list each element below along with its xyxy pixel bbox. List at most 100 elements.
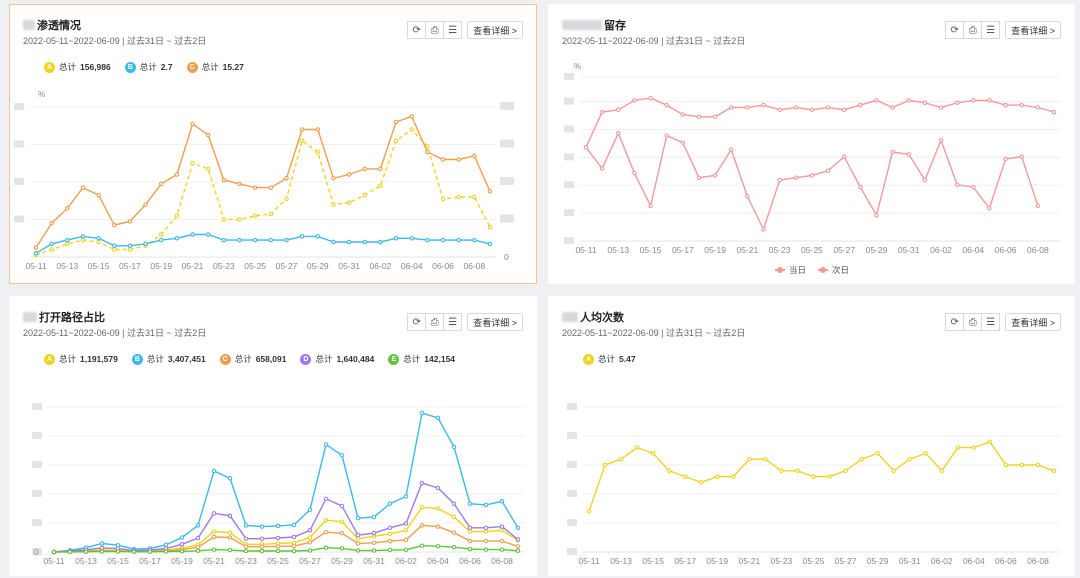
data-point[interactable] xyxy=(515,537,521,542)
data-point[interactable] xyxy=(987,98,992,103)
data-point[interactable] xyxy=(841,107,847,113)
data-point[interactable] xyxy=(419,480,425,486)
data-point[interactable] xyxy=(419,523,425,528)
data-point[interactable] xyxy=(158,237,164,243)
data-point[interactable] xyxy=(467,525,473,531)
data-point[interactable] xyxy=(211,511,217,516)
data-point[interactable] xyxy=(243,536,249,541)
data-point[interactable] xyxy=(112,222,117,228)
data-point[interactable] xyxy=(65,237,70,243)
data-point[interactable] xyxy=(65,206,70,211)
data-point[interactable] xyxy=(51,549,57,555)
data-point[interactable] xyxy=(387,547,393,553)
data-point[interactable] xyxy=(99,541,105,546)
legend-item-a[interactable]: A 总计 156,986 xyxy=(44,61,111,73)
data-point[interactable] xyxy=(268,185,274,190)
data-point[interactable] xyxy=(922,100,928,106)
data-point[interactable] xyxy=(195,523,201,528)
data-point[interactable] xyxy=(371,530,377,536)
data-point[interactable] xyxy=(858,102,863,108)
data-point[interactable] xyxy=(237,181,242,187)
data-point[interactable] xyxy=(323,545,329,550)
data-point[interactable] xyxy=(586,509,592,514)
data-point[interactable] xyxy=(987,439,993,445)
data-point[interactable] xyxy=(618,456,624,462)
data-point[interactable] xyxy=(811,474,816,479)
data-point[interactable] xyxy=(451,444,457,450)
data-point[interactable] xyxy=(99,545,105,551)
view-detail-button[interactable]: 查看详细 > xyxy=(1005,21,1061,39)
data-point[interactable] xyxy=(387,501,393,506)
data-point[interactable] xyxy=(174,213,180,219)
data-point[interactable] xyxy=(632,98,637,103)
data-point[interactable] xyxy=(761,102,766,108)
data-point[interactable] xyxy=(158,181,164,187)
data-point[interactable] xyxy=(83,549,89,555)
data-point[interactable] xyxy=(355,515,361,521)
data-point[interactable] xyxy=(483,525,489,531)
data-point[interactable] xyxy=(378,183,383,189)
data-point[interactable] xyxy=(664,133,669,138)
data-point[interactable] xyxy=(387,538,393,544)
data-point[interactable] xyxy=(1035,462,1041,468)
data-point[interactable] xyxy=(664,102,669,108)
data-point[interactable] xyxy=(403,521,409,526)
data-point[interactable] xyxy=(221,237,227,243)
data-point[interactable] xyxy=(339,519,345,525)
data-point[interactable] xyxy=(174,172,180,177)
refresh-icon[interactable]: ⟳ xyxy=(945,313,965,331)
data-point[interactable] xyxy=(435,415,441,421)
series-line-当日[interactable] xyxy=(585,97,1055,148)
data-point[interactable] xyxy=(825,105,831,110)
data-point[interactable] xyxy=(731,474,736,479)
data-point[interactable] xyxy=(227,535,233,540)
data-point[interactable] xyxy=(809,173,815,178)
data-point[interactable] xyxy=(227,530,233,535)
data-point[interactable] xyxy=(112,243,117,249)
data-point[interactable] xyxy=(745,194,750,199)
data-point[interactable] xyxy=(761,227,766,232)
data-point[interactable] xyxy=(355,548,361,553)
data-point[interactable] xyxy=(922,177,928,183)
data-point[interactable] xyxy=(456,157,461,162)
data-point[interactable] xyxy=(211,547,217,552)
data-point[interactable] xyxy=(955,445,961,450)
data-point[interactable] xyxy=(825,168,831,173)
data-point[interactable] xyxy=(195,535,201,541)
data-point[interactable] xyxy=(331,239,336,245)
legend-item-c[interactable]: C 总计 15.27 xyxy=(186,61,244,73)
data-point[interactable] xyxy=(616,107,621,113)
series-line-A[interactable] xyxy=(53,506,519,553)
data-point[interactable] xyxy=(602,462,608,468)
view-detail-button[interactable]: 查看详细 > xyxy=(467,313,523,331)
data-point[interactable] xyxy=(858,184,863,190)
data-point[interactable] xyxy=(650,451,656,456)
data-point[interactable] xyxy=(393,119,399,125)
data-point[interactable] xyxy=(291,522,297,528)
view-detail-button[interactable]: 查看详细 > xyxy=(467,21,523,39)
data-point[interactable] xyxy=(403,547,409,553)
data-point[interactable] xyxy=(425,149,430,155)
data-point[interactable] xyxy=(403,528,409,533)
data-point[interactable] xyxy=(99,549,105,554)
data-point[interactable] xyxy=(843,468,848,474)
data-point[interactable] xyxy=(906,98,912,103)
legend-item-day0[interactable]: 当日 xyxy=(775,264,806,276)
data-point[interactable] xyxy=(1019,102,1024,108)
data-point[interactable] xyxy=(1035,105,1041,110)
data-point[interactable] xyxy=(112,247,117,252)
series-line-A[interactable] xyxy=(588,440,1055,512)
data-point[interactable] xyxy=(971,445,977,450)
data-point[interactable] xyxy=(483,502,489,508)
data-point[interactable] xyxy=(472,153,477,159)
data-point[interactable] xyxy=(456,237,461,243)
data-point[interactable] xyxy=(195,544,201,550)
data-point[interactable] xyxy=(323,517,329,523)
data-point[interactable] xyxy=(195,548,201,554)
data-point[interactable] xyxy=(339,546,345,551)
legend-item-c[interactable]: C 总计 658,091 xyxy=(219,353,286,365)
data-point[interactable] xyxy=(355,541,361,546)
legend-item-b[interactable]: B 总计 2.7 xyxy=(124,61,173,73)
data-point[interactable] xyxy=(954,100,960,106)
data-point[interactable] xyxy=(875,451,880,456)
